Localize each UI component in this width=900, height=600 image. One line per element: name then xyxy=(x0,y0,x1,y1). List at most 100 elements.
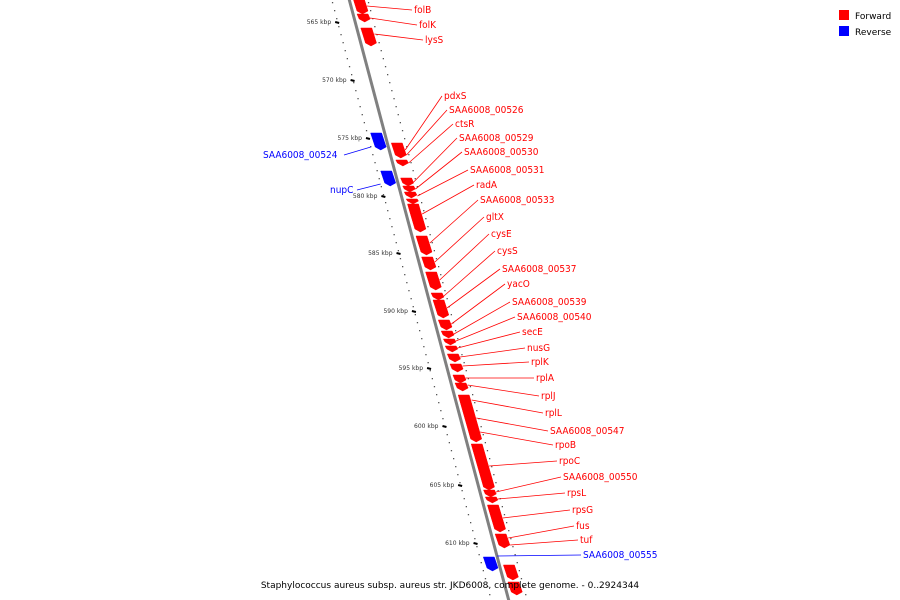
gene-label-lyss[interactable]: lysS xyxy=(425,35,444,46)
forward-gene-block xyxy=(395,159,409,167)
forward-gene-block xyxy=(437,319,453,331)
leader-line xyxy=(366,5,413,11)
forward-gene-block xyxy=(407,203,427,233)
leader-line xyxy=(497,554,582,557)
leader-line xyxy=(374,33,424,41)
forward-gene-block xyxy=(446,353,461,363)
forward-gene-block xyxy=(432,299,450,319)
leader-line xyxy=(497,492,566,500)
gene-label-tuf[interactable]: tuf xyxy=(580,535,593,546)
forward-gene-block xyxy=(360,27,377,47)
gene-label-saa6008_00531[interactable]: SAA6008_00531 xyxy=(470,165,544,176)
gene-labels: folB folK lysS pdxS SAA6008_00526 ctsR SAA6008… xyxy=(263,5,657,561)
gene-label-folk[interactable]: folK xyxy=(419,20,437,31)
kbp-tick-label: 590 kbp xyxy=(383,308,408,315)
gene-label-saa6008_00524[interactable]: SAA6008_00524 xyxy=(263,150,338,161)
kbp-ticks: 565 kbp 570 kbp 575 kbp 580 kbp 585 kbp 590 k… xyxy=(307,19,478,547)
forward-gene-block xyxy=(415,235,433,256)
forward-gene-block xyxy=(440,330,455,339)
gene-label-yaco[interactable]: yacO xyxy=(507,279,530,290)
kbp-tick-mark xyxy=(442,425,447,428)
forward-gene-block xyxy=(454,382,469,392)
leader-line xyxy=(415,151,463,190)
gene-label-rada[interactable]: radA xyxy=(476,180,498,191)
forward-gene-block xyxy=(405,198,419,205)
forward-gene-block xyxy=(400,177,415,187)
reverse-gene-block xyxy=(482,556,499,572)
gene-label-nupc[interactable]: nupC xyxy=(330,185,353,196)
leader-line xyxy=(343,146,371,156)
kbp-tick-label: 580 kbp xyxy=(353,193,378,200)
reverse-gene-block xyxy=(370,132,387,151)
gene-label-gltx[interactable]: gltX xyxy=(486,212,504,223)
forward-gene-block xyxy=(402,185,416,193)
gene-label-rpob[interactable]: rpoB xyxy=(555,440,576,451)
gene-label-saa6008_00529[interactable]: SAA6008_00529 xyxy=(459,133,534,144)
leader-line xyxy=(476,417,549,432)
gene-label-rplk[interactable]: rplK xyxy=(531,357,550,368)
leader-line xyxy=(471,399,544,414)
forward-gene-block xyxy=(356,13,371,23)
leader-line xyxy=(417,169,469,197)
kbp-tick-mark xyxy=(334,21,340,24)
gene-label-saa6008_00539[interactable]: SAA6008_00539 xyxy=(512,297,587,308)
gene-label-saa6008_00537[interactable]: SAA6008_00537 xyxy=(502,264,576,275)
forward-gene-block xyxy=(442,338,457,346)
leader-line xyxy=(462,361,530,367)
forward-gene-block xyxy=(390,142,407,159)
leader-line xyxy=(495,476,562,493)
kbp-tick-mark xyxy=(396,252,401,255)
gene-label-saa6008_00530[interactable]: SAA6008_00530 xyxy=(464,147,539,158)
leader-line xyxy=(439,233,490,281)
gene-label-folb[interactable]: folB xyxy=(414,5,431,16)
gene-label-saa6008_00526[interactable]: SAA6008_00526 xyxy=(449,105,524,116)
forward-gene-block xyxy=(425,271,442,291)
gene-label-ctsr[interactable]: ctsR xyxy=(455,119,474,130)
forward-gene-block xyxy=(444,345,459,353)
gene-label-saa6008_00547[interactable]: SAA6008_00547 xyxy=(550,426,624,437)
gene-label-cyss[interactable]: cysS xyxy=(497,246,518,257)
kbp-tick-mark xyxy=(381,195,386,198)
gene-label-rpsg[interactable]: rpsG xyxy=(572,505,593,516)
gene-label-saa6008_00550[interactable]: SAA6008_00550 xyxy=(563,472,638,483)
kbp-tick-label: 610 kbp xyxy=(445,540,470,547)
legend-label-reverse: Reverse xyxy=(855,28,892,38)
gene-label-saa6008_00533[interactable]: SAA6008_00533 xyxy=(480,195,554,206)
legend-swatch-forward xyxy=(839,10,849,20)
gene-label-pdxs[interactable]: pdxS xyxy=(444,91,467,102)
forward-gene-block xyxy=(503,564,519,581)
gene-label-rpll[interactable]: rplL xyxy=(545,408,562,419)
forward-gene-block xyxy=(430,292,445,301)
leader-line xyxy=(422,184,475,215)
gene-label-sece[interactable]: secE xyxy=(522,327,543,338)
gene-label-rpla[interactable]: rplA xyxy=(536,373,555,384)
leader-line xyxy=(370,17,418,26)
gene-label-rpsl[interactable]: rpsL xyxy=(567,488,586,499)
kbp-tick-mark xyxy=(426,367,432,370)
gene-label-rplj[interactable]: rplJ xyxy=(541,391,556,402)
leader-line xyxy=(404,95,443,151)
leader-line xyxy=(460,347,526,358)
forward-gene-block xyxy=(483,489,497,498)
kbp-tick-label: 605 kbp xyxy=(430,482,455,489)
forward-gene-block xyxy=(449,363,464,373)
label-leader-lines xyxy=(343,5,582,557)
kbp-tick-label: 600 kbp xyxy=(414,423,439,430)
legend-label-forward: Forward xyxy=(855,12,891,22)
gene-label-rpoc[interactable]: rpoC xyxy=(559,456,580,467)
gene-label-fus[interactable]: fus xyxy=(576,521,590,532)
gene-label-saa6008_00555[interactable]: SAA6008_00555 xyxy=(583,550,657,561)
forward-gene-block xyxy=(494,533,511,549)
kbp-tick-label: 595 kbp xyxy=(399,365,424,372)
kbp-tick-label: 585 kbp xyxy=(368,250,393,257)
leader-line xyxy=(408,123,454,164)
gene-label-cyse[interactable]: cysE xyxy=(491,229,512,240)
gene-label-nusg[interactable]: nusG xyxy=(527,343,550,354)
legend-swatch-reverse xyxy=(839,26,849,36)
forward-gene-block xyxy=(353,0,369,15)
legend: Forward Reverse xyxy=(839,10,892,38)
gene-label-saa6008_00540[interactable]: SAA6008_00540 xyxy=(517,312,592,323)
forward-gene-block xyxy=(452,374,467,384)
forward-gene-block xyxy=(487,504,506,533)
